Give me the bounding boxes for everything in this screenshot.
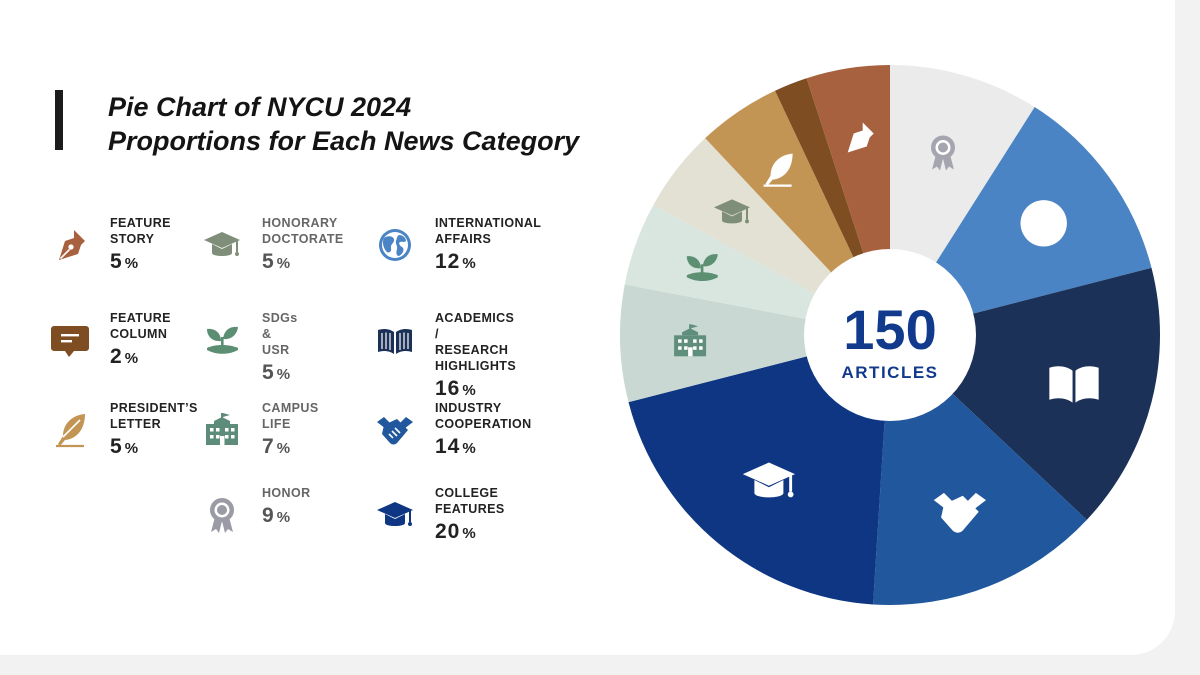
legend-label: CAMPUS LIFE xyxy=(262,401,319,431)
graduation-cap-icon xyxy=(202,225,242,265)
legend-percent-unit: % xyxy=(124,440,140,457)
pie-center-hole xyxy=(804,249,976,421)
legend-text: SDGs & USR 5% xyxy=(262,310,298,388)
pie-slice-icons xyxy=(674,122,1099,533)
legend-text: ACADEMICS / RESEARCH HIGHLIGHTS 16% xyxy=(435,310,516,404)
fountain-pen-icon xyxy=(50,225,90,265)
school-building-icon xyxy=(674,324,707,357)
handshake-icon xyxy=(375,410,415,450)
legend-percent-value: 16 xyxy=(435,377,461,400)
legend-percent-unit: % xyxy=(276,509,292,526)
legend-label: COLLEGE FEATURES xyxy=(435,486,505,516)
graduation-cap-icon xyxy=(742,462,795,498)
title-accent-bar xyxy=(55,90,63,150)
legend-percent: 9% xyxy=(262,503,311,531)
legend-text: HONORARY DOCTORATE 5% xyxy=(262,215,344,277)
total-articles-label: ARTICLES xyxy=(842,363,939,382)
legend-percent-value: 12 xyxy=(435,250,461,273)
legend-text: HONOR 9% xyxy=(262,485,311,531)
message-icon xyxy=(50,320,90,360)
legend-percent: 5% xyxy=(262,360,298,388)
legend-percent: 7% xyxy=(262,434,319,462)
award-ribbon-icon xyxy=(202,495,242,535)
legend-percent-value: 2 xyxy=(110,345,123,368)
open-book-icon xyxy=(1049,366,1099,403)
sprout-icon xyxy=(202,320,242,360)
quill-icon xyxy=(50,410,90,450)
award-ribbon-icon xyxy=(931,135,955,171)
pie-slice xyxy=(619,284,890,403)
legend-label: PRESIDENT’S LETTER xyxy=(110,401,198,431)
globe-icon xyxy=(375,225,415,265)
legend-percent: 2% xyxy=(110,344,171,372)
legend-percent: 12% xyxy=(435,249,541,277)
total-articles-count: 150 xyxy=(843,298,936,361)
title-line-1: Pie Chart of NYCU 2024 xyxy=(108,92,412,122)
legend-percent-value: 20 xyxy=(435,520,461,543)
legend-text: CAMPUS LIFE 7% xyxy=(262,400,319,462)
legend-percent: 20% xyxy=(435,519,505,547)
legend-percent-value: 9 xyxy=(262,504,275,527)
legend-percent-unit: % xyxy=(462,382,477,399)
legend-percent-unit: % xyxy=(462,440,477,457)
legend-percent-unit: % xyxy=(462,255,477,272)
legend-label: INDUSTRY COOPERATION xyxy=(435,401,532,431)
legend-percent-unit: % xyxy=(276,440,292,457)
legend-percent-unit: % xyxy=(276,255,292,272)
legend-text: FEATURE COLUMN 2% xyxy=(110,310,171,372)
page-title: Pie Chart of NYCU 2024 Proportions for E… xyxy=(108,90,579,158)
legend-label: INTERNATIONAL AFFAIRS xyxy=(435,216,542,246)
legend-percent-value: 5 xyxy=(110,250,123,273)
legend-percent-value: 5 xyxy=(262,361,275,384)
sprout-icon xyxy=(686,254,718,282)
graduation-cap-icon xyxy=(375,495,415,535)
handshake-icon xyxy=(933,492,986,533)
legend-label: HONORARY DOCTORATE xyxy=(262,216,344,246)
legend-percent-value: 14 xyxy=(435,435,461,458)
legend-text: INTERNATIONAL AFFAIRS 12% xyxy=(435,215,541,277)
infographic-card: Pie Chart of NYCU 2024 Proportions for E… xyxy=(0,0,1175,655)
fountain-pen-icon xyxy=(847,122,874,153)
legend-label: SDGs & USR xyxy=(262,311,298,357)
legend-label: FEATURE STORY xyxy=(110,216,171,246)
legend-percent-value: 5 xyxy=(262,250,275,273)
graduation-cap-icon xyxy=(714,199,750,224)
pie-chart: 150 ARTICLES xyxy=(619,65,1161,606)
legend-percent-unit: % xyxy=(124,350,140,367)
quill-icon xyxy=(763,153,793,187)
legend-percent-unit: % xyxy=(124,255,140,272)
legend-label: ACADEMICS / RESEARCH HIGHLIGHTS xyxy=(435,311,517,373)
title-line-2: Proportions for Each News Category xyxy=(108,126,580,156)
legend-percent: 5% xyxy=(110,249,171,277)
legend-percent: 16% xyxy=(435,376,516,404)
legend-percent-unit: % xyxy=(462,525,477,542)
legend-percent-unit: % xyxy=(276,366,292,383)
legend-text: PRESIDENT’S LETTER 5% xyxy=(110,400,198,462)
legend-percent-value: 5 xyxy=(110,435,123,458)
legend-text: INDUSTRY COOPERATION 14% xyxy=(435,400,532,462)
legend-text: FEATURE STORY 5% xyxy=(110,215,171,277)
legend-label: HONOR xyxy=(262,486,311,500)
legend-percent: 5% xyxy=(262,249,344,277)
legend-percent: 14% xyxy=(435,434,532,462)
legend-label: FEATURE COLUMN xyxy=(110,311,171,341)
globe-icon xyxy=(1020,200,1067,247)
legend-percent: 5% xyxy=(110,434,198,462)
legend-text: COLLEGE FEATURES 20% xyxy=(435,485,505,547)
open-book-icon xyxy=(375,320,415,360)
legend-percent-value: 7 xyxy=(262,435,275,458)
school-building-icon xyxy=(202,410,242,450)
